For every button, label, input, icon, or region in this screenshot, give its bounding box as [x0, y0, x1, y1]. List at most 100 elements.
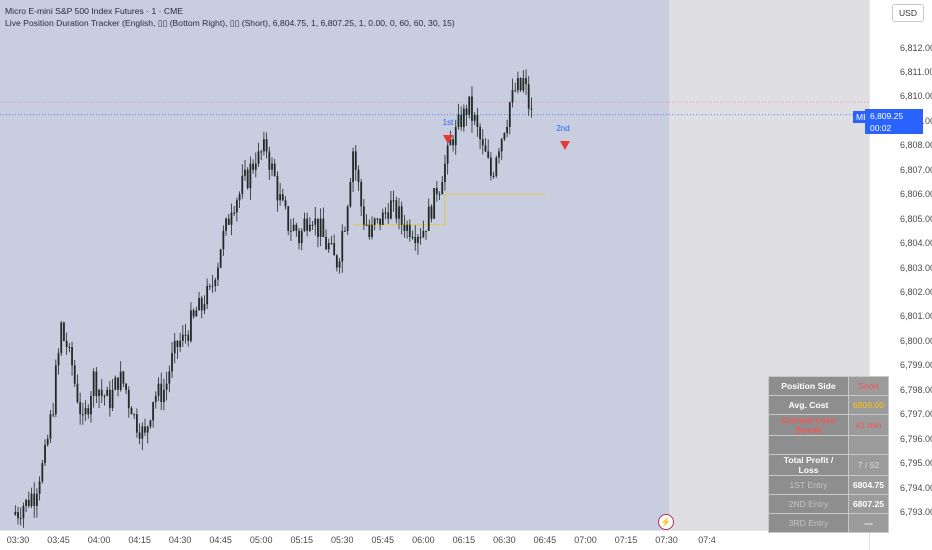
- candle-body: [76, 383, 79, 403]
- candle-body: [71, 347, 73, 366]
- candle-body: [206, 285, 209, 305]
- candle-body: [335, 255, 338, 268]
- tracker-row-label: Current Loss Streak: [768, 414, 849, 436]
- candle-body: [390, 200, 392, 219]
- candle-body: [179, 340, 182, 348]
- candle-body: [111, 389, 114, 409]
- candle-body: [200, 298, 203, 311]
- candle-body: [144, 426, 146, 433]
- chart-plot-area[interactable]: [0, 0, 669, 530]
- time-tick-label: 05:45: [371, 535, 395, 545]
- candle-body: [441, 181, 444, 195]
- price-tick-label: 6,797.00: [900, 409, 932, 420]
- time-tick-label: 07:4: [698, 535, 716, 545]
- candle-body: [271, 163, 273, 170]
- candle-body: [36, 493, 38, 506]
- candle-body: [322, 218, 325, 237]
- candle-body: [452, 139, 454, 146]
- candle-body: [306, 218, 309, 231]
- time-tick-label: 07:15: [614, 535, 638, 545]
- entry-marker-arrow-2-icon: [560, 141, 570, 150]
- candle-body: [381, 212, 384, 225]
- candle-body: [114, 377, 117, 390]
- tracker-row-value: 6807.25: [847, 494, 890, 514]
- time-tick-label: 06:30: [493, 535, 516, 545]
- candle-body: [173, 340, 176, 354]
- candle-body: [54, 365, 57, 415]
- price-tick-label: 6,806.00: [900, 189, 932, 200]
- last-price-badge: 6,809.25 00:02: [865, 109, 923, 134]
- currency-button[interactable]: USD: [892, 4, 924, 22]
- candle-body: [154, 395, 157, 403]
- tracker-row: 1ST Entry 6804.75: [768, 475, 890, 495]
- position-tracker-table: Position Side Short Avg. Cost 6806.00 Curren…: [768, 376, 890, 533]
- indicator-legend[interactable]: Live Position Duration Tracker (English,…: [5, 18, 455, 28]
- tracker-row-label: Total Profit / Loss: [768, 454, 849, 476]
- time-tick-label: 03:45: [47, 535, 70, 545]
- tracker-row-value: ---: [847, 513, 890, 533]
- chart-legend: Micro E-mini S&P 500 Index Futures · 1 ·…: [5, 5, 455, 29]
- candle-body: [268, 151, 271, 170]
- candle-body: [49, 414, 52, 439]
- candle-body: [103, 395, 106, 397]
- tracker-row-value: 6804.75: [847, 475, 890, 495]
- candle-body: [400, 206, 403, 225]
- candle-body: [184, 334, 187, 336]
- candle-body: [265, 139, 268, 152]
- candle-body: [98, 389, 100, 396]
- candle-body: [427, 206, 430, 231]
- candlestick-series: [14, 69, 533, 528]
- candle-body: [290, 230, 292, 232]
- candle-body: [249, 163, 252, 189]
- candle-body: [122, 371, 125, 384]
- tracker-row-label: 1ST Entry: [768, 475, 849, 495]
- candle-body: [430, 206, 433, 219]
- candle-body: [125, 383, 127, 390]
- candle-body: [465, 108, 468, 115]
- candle-body: [346, 206, 349, 231]
- candle-body: [522, 78, 525, 91]
- price-tick-label: 6,801.00: [900, 311, 932, 322]
- candle-body: [495, 157, 498, 176]
- candle-body: [460, 114, 463, 127]
- candle-body: [22, 505, 25, 519]
- candle-body: [135, 414, 138, 433]
- price-chart[interactable]: [0, 0, 869, 530]
- candle-body: [73, 365, 76, 384]
- candle-body: [373, 218, 376, 225]
- candle-body: [298, 230, 300, 244]
- candle-body: [79, 402, 82, 415]
- time-tick-label: 05:15: [290, 535, 313, 545]
- tracker-row-value: [847, 435, 890, 455]
- candle-body: [392, 200, 395, 202]
- candle-body: [92, 371, 95, 396]
- candle-body: [57, 353, 60, 366]
- candle-body: [208, 285, 211, 287]
- candle-body: [260, 151, 263, 153]
- candle-body: [287, 206, 290, 231]
- tracker-row: Position Side Short: [768, 376, 890, 396]
- candle-body: [368, 224, 371, 237]
- candle-body: [530, 108, 533, 110]
- candle-body: [130, 408, 133, 415]
- candle-body: [444, 163, 446, 182]
- candle-body: [33, 493, 36, 506]
- candle-body: [176, 340, 179, 348]
- time-tick-label: 07:00: [574, 535, 597, 545]
- candle-body: [503, 133, 506, 140]
- candle-body: [106, 389, 109, 396]
- candle-body: [433, 188, 436, 219]
- candle-body: [138, 432, 141, 439]
- time-tick-label: 06:00: [412, 535, 435, 545]
- symbol-title[interactable]: Micro E-mini S&P 500 Index Futures · 1 ·…: [5, 6, 183, 16]
- candle-body: [379, 218, 381, 225]
- candle-body: [152, 402, 155, 421]
- candle-body: [141, 426, 144, 439]
- candle-body: [190, 310, 192, 341]
- candle-body: [127, 389, 130, 409]
- time-axis[interactable]: [0, 530, 869, 550]
- candle-body: [233, 212, 236, 214]
- candle-body: [14, 512, 17, 515]
- replay-lightning-icon[interactable]: ⚡: [658, 514, 674, 530]
- candle-body: [160, 383, 163, 403]
